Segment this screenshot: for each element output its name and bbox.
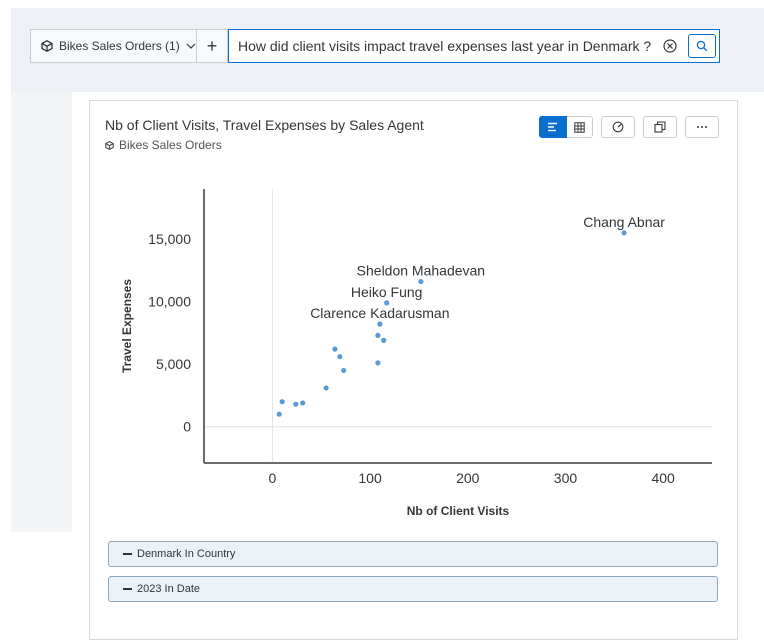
search-icon xyxy=(696,40,708,52)
chart-title: Nb of Client Visits, Travel Expenses by … xyxy=(105,117,424,133)
x-tick-label: 100 xyxy=(358,470,382,486)
data-point-label: Sheldon Mahadevan xyxy=(357,263,485,279)
chart-datasource-label: Bikes Sales Orders xyxy=(119,138,222,152)
filter-date[interactable]: 2023 In Date xyxy=(108,576,718,602)
data-point xyxy=(375,360,381,366)
collapse-icon xyxy=(123,553,132,555)
scatter-chart: 0 100 200 300 400 0 5,000 10,000 15,000 Nb of Cli… xyxy=(120,189,712,518)
data-point xyxy=(377,321,383,327)
x-axis-title: Nb of Client Visits xyxy=(407,504,510,518)
data-point xyxy=(279,399,285,405)
chevron-down-icon xyxy=(186,43,196,49)
side-gutter xyxy=(11,92,72,532)
more-icon xyxy=(697,126,707,128)
more-options-button[interactable] xyxy=(685,116,719,138)
x-tick-label: 200 xyxy=(456,470,480,486)
y-tick-label: 0 xyxy=(183,419,191,435)
data-point xyxy=(323,385,329,391)
data-point xyxy=(384,300,390,306)
add-datasource-button[interactable]: + xyxy=(196,29,228,63)
chart-view-button[interactable] xyxy=(539,116,567,138)
query-text[interactable]: How did client visits impact travel expe… xyxy=(238,38,652,54)
data-point xyxy=(621,230,627,236)
data-point xyxy=(300,400,306,406)
plus-icon: + xyxy=(206,35,218,56)
x-tick-label: 0 xyxy=(268,470,276,486)
copy-button[interactable] xyxy=(643,116,677,138)
data-point-label: Clarence Kadarusman xyxy=(310,305,449,321)
data-point xyxy=(418,278,424,285)
y-axis-title: Travel Expenses xyxy=(120,279,134,373)
data-point xyxy=(276,411,282,417)
query-input[interactable]: How did client visits impact travel expe… xyxy=(228,29,720,63)
data-point xyxy=(293,401,299,407)
y-tick-label: 5,000 xyxy=(156,356,191,372)
data-point xyxy=(332,346,338,352)
filter-label: 2023 In Date xyxy=(137,583,200,595)
data-point xyxy=(337,354,343,360)
x-tick-label: 300 xyxy=(554,470,578,486)
more-wrap xyxy=(685,116,719,140)
data-point xyxy=(375,332,381,338)
x-tick-label: 400 xyxy=(651,470,675,486)
chart-type-wrap xyxy=(601,116,635,140)
data-point xyxy=(381,337,387,343)
chart-type-button[interactable] xyxy=(601,116,635,138)
datasource-label: Bikes Sales Orders (1) xyxy=(59,39,180,53)
table-icon xyxy=(574,121,585,133)
filter-label: Denmark In Country xyxy=(137,548,236,560)
filter-country[interactable]: Denmark In Country xyxy=(108,541,718,567)
copy-icon xyxy=(654,121,666,133)
view-toggle xyxy=(539,116,593,140)
clear-icon xyxy=(663,39,677,53)
chart-datasource: Bikes Sales Orders xyxy=(105,138,222,152)
data-point-label: Heiko Fung xyxy=(351,284,423,300)
copy-wrap xyxy=(643,116,677,140)
clear-query-button[interactable] xyxy=(658,34,682,58)
y-tick-label: 10,000 xyxy=(148,294,191,310)
data-point-label: Chang Abnar xyxy=(583,214,665,230)
data-point xyxy=(341,367,347,374)
search-button[interactable] xyxy=(688,34,716,58)
bar-chart-icon xyxy=(548,122,557,132)
datasource-cube-icon xyxy=(41,40,53,52)
chart-type-icon xyxy=(612,121,624,133)
y-tick-label: 15,000 xyxy=(148,231,191,247)
datasource-dropdown[interactable]: Bikes Sales Orders (1) xyxy=(30,29,196,63)
datasource-cube-icon xyxy=(105,140,114,150)
query-bar: Bikes Sales Orders (1) + How did client … xyxy=(30,29,720,63)
table-view-button[interactable] xyxy=(567,116,593,138)
collapse-icon xyxy=(123,588,132,590)
